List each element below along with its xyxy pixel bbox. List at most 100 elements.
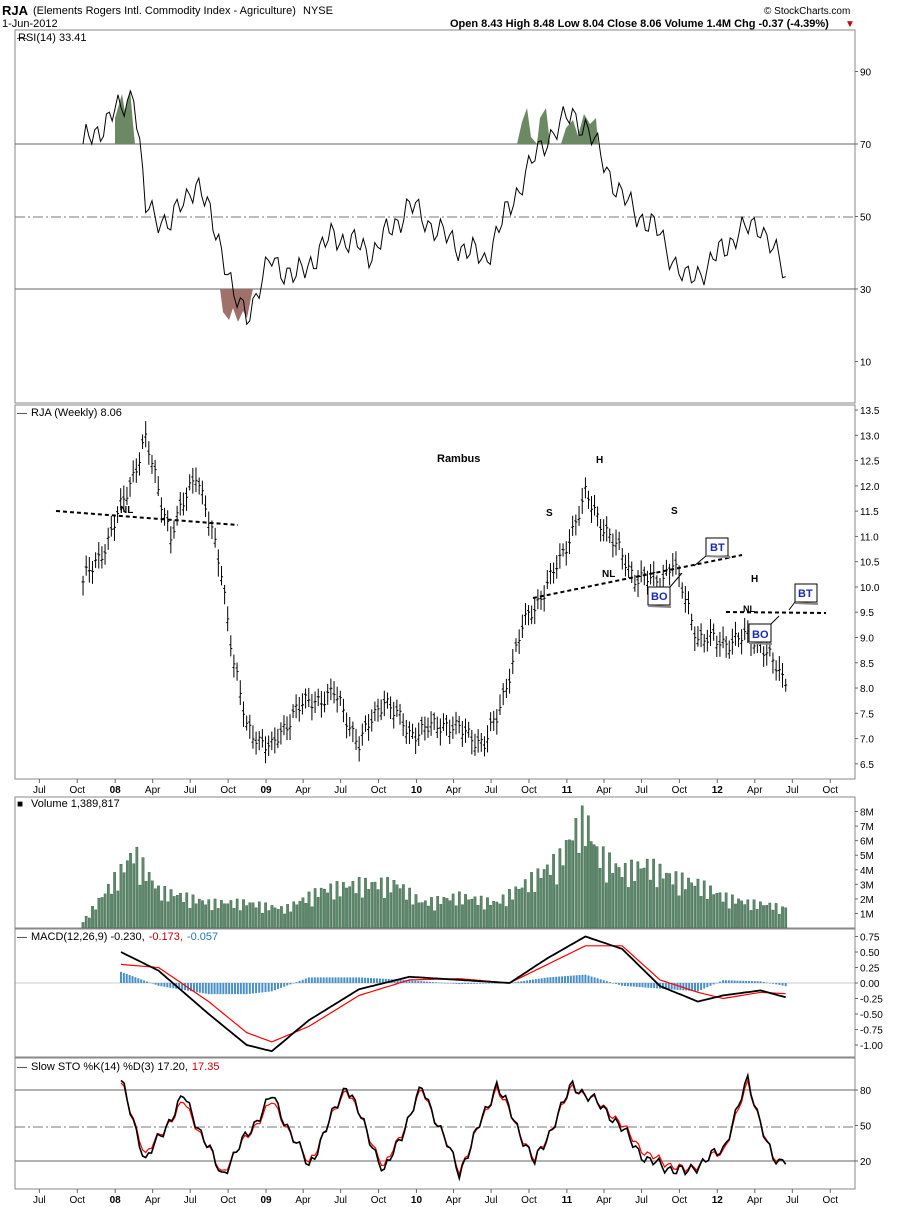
volume-bar: [229, 900, 233, 929]
macd-hist-bar: [526, 980, 529, 983]
x-axis-bottom: Jul Oct 08 Apr Jul Oct 09 Apr Jul Oct 10 Apr Jul Oct 1…: [33, 1189, 838, 1206]
volume-bar: [414, 894, 418, 929]
macd-hist-bar: [529, 979, 532, 983]
macd-hist-bar: [295, 982, 298, 983]
volume-bar: [768, 902, 772, 929]
volume-bar: [702, 880, 706, 929]
macd-hist-bar: [473, 983, 476, 984]
price-tick-label: 7.5: [860, 709, 874, 720]
macd-hist-bar: [626, 983, 629, 987]
volume-bar: [122, 872, 126, 929]
volume-bar: [411, 904, 415, 929]
volume-bar: [304, 903, 308, 929]
macd-hist-bar: [298, 980, 301, 983]
x-tick-price-label: Jul: [635, 785, 648, 796]
volume-bar: [194, 903, 198, 929]
volume-bar: [461, 904, 464, 929]
macd-hist-bar: [549, 977, 552, 983]
price-series: [81, 421, 788, 764]
volume-bar: [451, 893, 455, 929]
volume-bar: [517, 889, 521, 929]
volume-bar: [292, 901, 296, 929]
macd-hist-bar: [201, 983, 204, 994]
macd-hist-bar: [396, 979, 399, 983]
macd-tick-label: -0.75: [860, 1026, 883, 1037]
sto-panel: 80 50 20 Slow STO %K(14) %D(3) 17.20, 17.35…: [14, 1057, 872, 1190]
macd-hist-bar: [632, 983, 635, 987]
macd-hist-bar: [614, 983, 617, 984]
sto-legend-icon: —: [17, 1062, 27, 1073]
price-tick-label: 7.0: [860, 735, 874, 746]
volume-bar: [690, 882, 693, 929]
x-tick-price-label: Oct: [220, 785, 236, 796]
macd-hist-bar: [420, 981, 423, 983]
volume-bar: [204, 904, 207, 929]
rsi-tick-label: 90: [860, 68, 872, 79]
macd-tick-label: -0.25: [860, 995, 883, 1006]
volume-bar: [677, 895, 681, 929]
volume-bar: [737, 898, 740, 929]
volume-bar: [147, 872, 151, 929]
volume-bar: [261, 912, 264, 929]
macd-hist-bar: [166, 983, 169, 988]
volume-bar: [392, 880, 396, 929]
macd-label: MACD(12,26,9) -0.230, -0.173, -0.057: [31, 931, 218, 943]
macd-hist-bar: [691, 983, 694, 991]
volume-bar: [539, 878, 543, 929]
volume-bar: [220, 900, 223, 929]
macd-tick-label: 0.25: [860, 964, 880, 975]
volume-bar: [630, 859, 633, 929]
macd-hist-bar: [611, 983, 614, 984]
x-tick-price-label: 11: [562, 785, 573, 796]
macd-hist-bar: [307, 977, 310, 983]
volume-bar: [715, 893, 719, 929]
volume-bar: [706, 898, 709, 929]
macd-hist-bar: [122, 972, 125, 983]
macd-hist-bar: [355, 977, 358, 983]
volume-bar: [405, 899, 408, 929]
price-tick-label: 11.0: [860, 532, 879, 543]
sto-tick-label: 20: [860, 1157, 872, 1168]
volume-bar: [574, 818, 578, 929]
macd-hist-bar: [479, 983, 482, 984]
macd-hist-bar: [248, 983, 251, 994]
volume-bar: [273, 907, 277, 929]
volume-bar: [523, 879, 527, 929]
bo-callout-1: BO: [647, 572, 683, 608]
volume-bar: [439, 904, 443, 929]
macd-hist-bar: [534, 979, 537, 983]
x-tick-price-label: Apr: [446, 785, 462, 796]
volume-bar: [210, 910, 214, 929]
macd-hist-bar: [696, 983, 699, 992]
volume-bar: [734, 903, 737, 929]
macd-panel: 0.75 0.50 0.25 0.00 -0.25 -0.50 -0.75 -1.00 MAC…: [14, 928, 883, 1058]
macd-hist-bar: [417, 980, 420, 983]
bt-callout-2: BT: [788, 583, 819, 611]
volume-bar: [727, 908, 731, 929]
macd-hist-bar: [523, 980, 526, 983]
head-small-label: H: [751, 574, 758, 585]
macd-hist-bar: [219, 983, 222, 995]
volume-bar: [106, 883, 110, 929]
macd-hist-bar: [423, 981, 426, 983]
macd-hist-bar: [772, 983, 775, 984]
volume-bar: [408, 887, 412, 929]
exchange-label: NYSE: [303, 5, 333, 17]
volume-bar: [511, 899, 514, 929]
price-tick-label: 10.5: [860, 558, 880, 569]
macd-hist-bar: [629, 983, 632, 987]
macd-hist-bar: [647, 983, 650, 988]
volume-bar: [283, 913, 286, 929]
x-tick-price-label: Jul: [334, 785, 347, 796]
macd-hist-bar: [520, 981, 523, 983]
macd-hist-bar: [337, 977, 340, 983]
volume-bar: [762, 905, 765, 929]
x-tick-bottom-label: Oct: [672, 1195, 688, 1206]
x-tick-bottom-label: Oct: [69, 1195, 85, 1206]
macd-hist-bar: [688, 983, 691, 991]
macd-hist-bar: [358, 977, 361, 983]
volume-bar: [213, 898, 217, 929]
volume-bar: [81, 922, 85, 929]
volume-bar: [668, 873, 671, 929]
